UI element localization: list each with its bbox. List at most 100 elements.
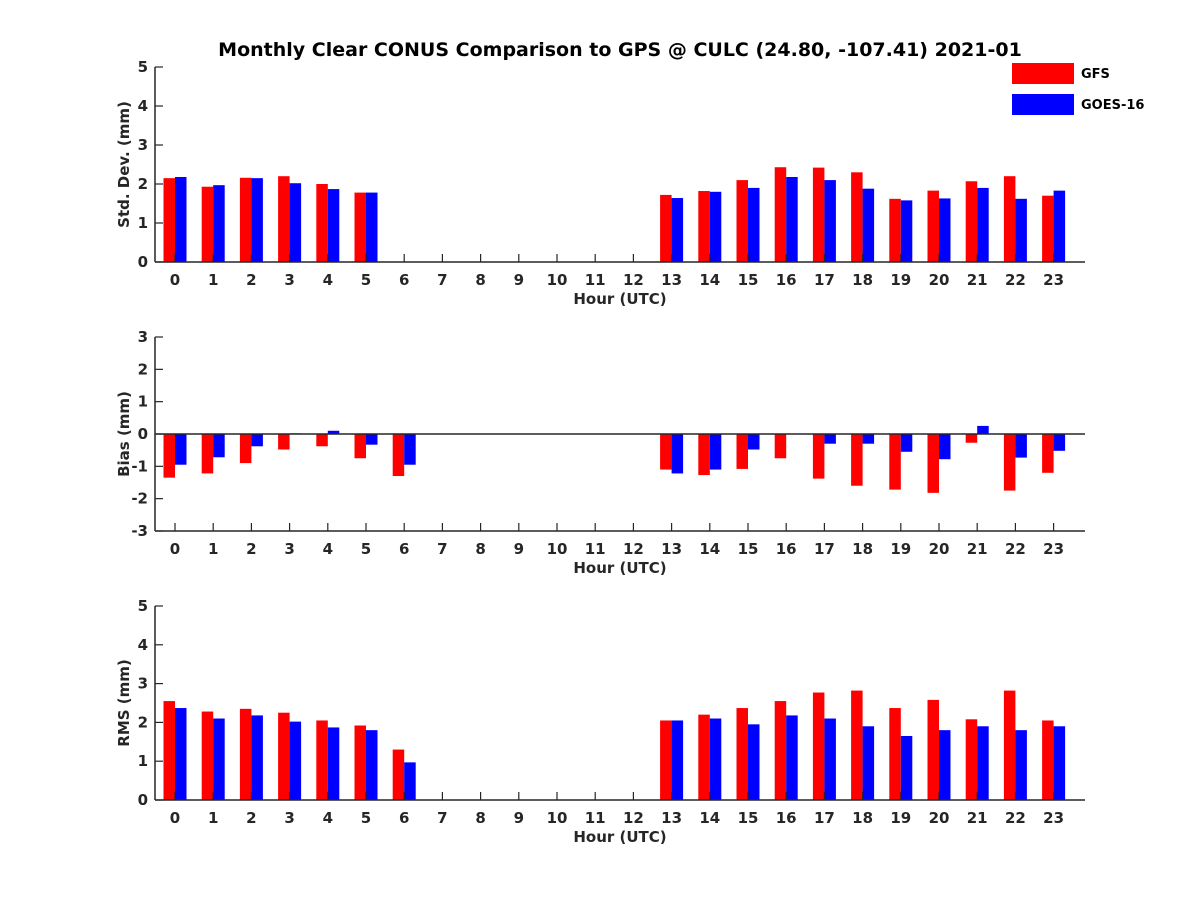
bar-goes-16-hour-17 <box>824 180 836 262</box>
y-tick-label: -3 <box>131 522 148 540</box>
legend-label-goes-16: GOES-16 <box>1081 98 1144 113</box>
bar-goes-16-hour-13 <box>671 434 684 474</box>
bar-gfs-hour-18 <box>851 172 863 262</box>
bar-gfs-hour-17 <box>812 167 825 262</box>
x-tick-label: 19 <box>890 540 911 558</box>
bar-goes-16-hour-6 <box>404 762 416 800</box>
x-tick-label: 14 <box>699 540 720 558</box>
x-tick-label: 1 <box>208 540 218 558</box>
bar-goes-16-hour-5 <box>366 434 378 445</box>
y-tick-label: 1 <box>138 214 148 232</box>
x-tick-label: 18 <box>852 809 873 827</box>
bar-gfs-hour-16 <box>774 167 787 262</box>
bar-goes-16-hour-1 <box>213 185 225 262</box>
x-tick-label: 8 <box>475 540 485 558</box>
bar-gfs-hour-23 <box>1042 195 1054 262</box>
bar-goes-16-hour-1 <box>213 718 225 800</box>
bar-gfs-hour-15 <box>736 180 748 262</box>
bar-gfs-hour-4 <box>316 434 328 447</box>
bar-gfs-hour-14 <box>698 714 710 800</box>
x-tick-label: 21 <box>967 540 988 558</box>
bar-goes-16-hour-19 <box>900 200 913 262</box>
bar-goes-16-hour-4 <box>327 189 340 262</box>
x-tick-label: 14 <box>699 809 720 827</box>
bar-goes-16-hour-2 <box>251 715 263 800</box>
x-tick-label: 9 <box>514 809 524 827</box>
bar-gfs-hour-1 <box>201 186 214 262</box>
bar-gfs-hour-20 <box>927 190 939 262</box>
legend-label-gfs: GFS <box>1081 67 1110 82</box>
bar-goes-16-hour-3 <box>289 183 302 262</box>
bar-goes-16-hour-19 <box>900 735 913 800</box>
x-tick-label: 22 <box>1005 271 1026 289</box>
legend: GFS GOES-16 <box>1012 63 1144 115</box>
bar-goes-16-hour-2 <box>251 434 263 447</box>
bar-goes-16-hour-20 <box>939 198 951 262</box>
bar-gfs-hour-3 <box>278 712 290 800</box>
bar-gfs-hour-2 <box>239 177 252 262</box>
bar-gfs-hour-4 <box>316 720 328 800</box>
bar-goes-16-hour-15 <box>748 187 760 262</box>
bar-gfs-hour-22 <box>1003 434 1016 491</box>
bar-gfs-hour-13 <box>660 720 672 800</box>
bar-gfs-hour-3 <box>278 176 290 262</box>
bar-gfs-hour-1 <box>201 434 214 474</box>
y-tick-label: 2 <box>138 360 148 378</box>
x-tick-label: 18 <box>852 271 873 289</box>
bar-gfs-hour-13 <box>660 194 672 262</box>
x-tick-label: 0 <box>170 809 180 827</box>
bar-gfs-hour-2 <box>239 708 252 800</box>
x-tick-label: 23 <box>1043 540 1064 558</box>
x-tick-label: 15 <box>738 809 759 827</box>
bar-goes-16-hour-18 <box>862 188 875 262</box>
y-tick-label: 5 <box>138 58 148 76</box>
bar-goes-16-hour-15 <box>748 434 760 450</box>
x-tick-label: 7 <box>437 540 447 558</box>
bar-gfs-hour-22 <box>1003 176 1016 262</box>
x-tick-label: 10 <box>547 271 568 289</box>
x-tick-label: 16 <box>776 809 797 827</box>
bar-gfs-hour-22 <box>1003 690 1016 800</box>
x-tick-label: 19 <box>890 809 911 827</box>
bar-goes-16-hour-3 <box>289 721 302 800</box>
x-axis-label: Hour (UTC) <box>573 290 666 308</box>
x-tick-label: 23 <box>1043 271 1064 289</box>
y-tick-label: 3 <box>138 136 148 154</box>
x-tick-label: 2 <box>246 271 256 289</box>
x-tick-label: 1 <box>208 271 218 289</box>
x-tick-label: 10 <box>547 809 568 827</box>
bar-goes-16-hour-4 <box>327 430 340 434</box>
bar-goes-16-hour-22 <box>1015 198 1027 262</box>
x-tick-label: 15 <box>738 271 759 289</box>
bar-gfs-hour-14 <box>698 191 710 262</box>
x-tick-label: 3 <box>284 271 294 289</box>
bar-gfs-hour-3 <box>278 434 290 450</box>
bar-gfs-hour-18 <box>851 434 863 486</box>
x-tick-label: 17 <box>814 809 835 827</box>
x-tick-label: 13 <box>661 540 682 558</box>
x-tick-label: 14 <box>699 271 720 289</box>
x-tick-label: 10 <box>547 540 568 558</box>
bar-gfs-hour-23 <box>1042 720 1054 800</box>
bar-goes-16-hour-13 <box>671 198 684 262</box>
bar-goes-16-hour-14 <box>709 191 722 262</box>
x-tick-label: 21 <box>967 809 988 827</box>
bar-goes-16-hour-4 <box>327 727 340 800</box>
bar-goes-16-hour-22 <box>1015 434 1027 458</box>
x-tick-label: 8 <box>475 271 485 289</box>
bar-gfs-hour-21 <box>965 434 978 443</box>
bars-panel-3 <box>163 690 1066 800</box>
bar-gfs-hour-21 <box>965 719 978 800</box>
x-tick-label: 4 <box>323 540 333 558</box>
y-axis-label: Bias (mm) <box>115 391 133 477</box>
bar-gfs-hour-4 <box>316 184 328 262</box>
x-tick-label: 20 <box>929 809 950 827</box>
x-tick-label: 19 <box>890 271 911 289</box>
x-tick-label: 2 <box>246 540 256 558</box>
x-tick-label: 4 <box>323 809 333 827</box>
bar-goes-16-hour-22 <box>1015 730 1027 800</box>
legend-swatch-goes-16 <box>1012 94 1074 115</box>
bar-gfs-hour-20 <box>927 434 939 493</box>
